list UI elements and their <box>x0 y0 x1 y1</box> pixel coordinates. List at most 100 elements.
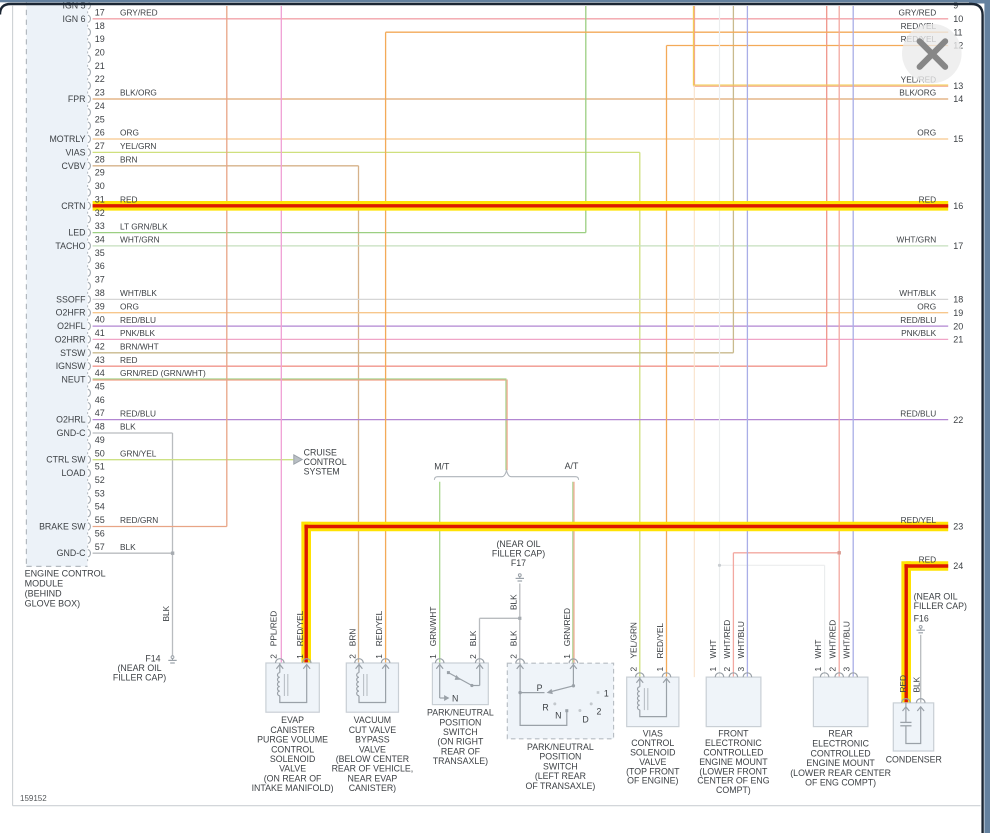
svg-text:27: 27 <box>95 141 105 151</box>
svg-text:O2HFR: O2HFR <box>56 308 86 318</box>
svg-text:M/T: M/T <box>434 462 450 472</box>
svg-text:2: 2 <box>348 654 358 659</box>
svg-text:BLK: BLK <box>120 542 136 552</box>
svg-text:2: 2 <box>596 707 601 717</box>
svg-text:1: 1 <box>295 654 305 659</box>
svg-text:N: N <box>555 711 561 721</box>
svg-text:CONDENSER: CONDENSER <box>886 755 942 765</box>
svg-text:N: N <box>452 693 458 703</box>
svg-text:RED/YEL: RED/YEL <box>655 623 665 659</box>
svg-text:1: 1 <box>562 654 572 659</box>
svg-text:RED: RED <box>919 195 937 205</box>
svg-text:(LOWER REAR CENTER: (LOWER REAR CENTER <box>790 768 891 778</box>
svg-text:42: 42 <box>95 341 105 351</box>
svg-text:RED: RED <box>120 355 138 365</box>
svg-text:GLOVE BOX): GLOVE BOX) <box>25 598 81 608</box>
svg-text:ORG: ORG <box>917 128 936 138</box>
svg-text:REAR OF: REAR OF <box>441 746 481 756</box>
svg-text:RED/YEL: RED/YEL <box>901 21 937 31</box>
svg-text:WHT: WHT <box>813 640 823 659</box>
svg-text:(NEAR OIL: (NEAR OIL <box>118 663 162 673</box>
svg-text:48: 48 <box>95 422 105 432</box>
svg-text:47: 47 <box>95 408 105 418</box>
svg-text:28: 28 <box>95 154 105 164</box>
svg-text:PARK/NEUTRAL: PARK/NEUTRAL <box>427 708 494 718</box>
svg-text:MOTRLY: MOTRLY <box>49 134 85 144</box>
svg-text:SSOFF: SSOFF <box>56 294 86 304</box>
svg-text:RED: RED <box>120 195 138 205</box>
svg-text:RED/BLU: RED/BLU <box>120 315 156 325</box>
svg-text:WHT/BLU: WHT/BLU <box>736 621 746 658</box>
svg-text:WHT/BLK: WHT/BLK <box>120 288 157 298</box>
svg-text:46: 46 <box>95 395 105 405</box>
svg-text:30: 30 <box>95 181 105 191</box>
svg-text:VALVE: VALVE <box>359 744 386 754</box>
svg-text:43: 43 <box>95 355 105 365</box>
svg-text:P: P <box>537 683 543 693</box>
svg-text:NEUT: NEUT <box>62 375 87 385</box>
svg-text:YEL/GRN: YEL/GRN <box>120 141 156 151</box>
svg-text:20: 20 <box>95 48 105 58</box>
svg-text:POSITION: POSITION <box>539 752 581 762</box>
svg-text:BRAKE SW: BRAKE SW <box>39 522 86 532</box>
svg-text:CANISTER): CANISTER) <box>349 783 396 793</box>
svg-text:23: 23 <box>95 88 105 98</box>
svg-text:ORG: ORG <box>120 128 139 138</box>
svg-text:VALVE: VALVE <box>279 764 306 774</box>
svg-text:1: 1 <box>428 654 438 659</box>
svg-text:ENGINE CONTROL: ENGINE CONTROL <box>25 569 106 579</box>
svg-text:49: 49 <box>95 435 105 445</box>
svg-text:51: 51 <box>95 462 105 472</box>
svg-text:A/T: A/T <box>565 461 579 471</box>
svg-text:24: 24 <box>95 101 105 111</box>
svg-text:OF ENGINE): OF ENGINE) <box>627 776 678 786</box>
svg-text:BRN: BRN <box>120 155 138 165</box>
svg-text:BLK/ORG: BLK/ORG <box>899 88 936 98</box>
svg-text:22: 22 <box>95 74 105 84</box>
svg-text:CANISTER: CANISTER <box>270 725 314 735</box>
svg-text:GRN/YEL: GRN/YEL <box>120 448 157 458</box>
svg-text:26: 26 <box>95 128 105 138</box>
svg-text:STSW: STSW <box>60 348 86 358</box>
svg-text:21: 21 <box>953 335 963 345</box>
svg-text:52: 52 <box>95 475 105 485</box>
svg-text:18: 18 <box>953 295 963 305</box>
svg-text:RED/BLU: RED/BLU <box>120 408 156 418</box>
svg-text:159152: 159152 <box>20 794 47 803</box>
svg-text:16: 16 <box>953 201 963 211</box>
svg-text:POSITION: POSITION <box>439 717 481 727</box>
svg-text:29: 29 <box>95 168 105 178</box>
svg-text:CVBV: CVBV <box>62 161 86 171</box>
svg-text:55: 55 <box>95 515 105 525</box>
svg-text:39: 39 <box>95 301 105 311</box>
svg-text:REAR: REAR <box>828 729 852 739</box>
svg-text:CTRL SW: CTRL SW <box>46 455 86 465</box>
svg-text:32: 32 <box>95 208 105 218</box>
svg-text:PNK/BLK: PNK/BLK <box>901 328 937 338</box>
svg-text:21: 21 <box>95 61 105 71</box>
svg-text:1: 1 <box>813 667 823 672</box>
svg-text:(TOP FRONT: (TOP FRONT <box>626 766 680 776</box>
svg-text:PPL/RED: PPL/RED <box>268 611 278 647</box>
svg-text:INTAKE MANIFOLD): INTAKE MANIFOLD) <box>252 783 334 793</box>
svg-text:WHT/BLU: WHT/BLU <box>842 621 852 658</box>
svg-text:TRANSAXLE): TRANSAXLE) <box>433 756 488 766</box>
svg-text:2: 2 <box>828 667 838 672</box>
svg-text:VACUUM: VACUUM <box>354 715 391 725</box>
svg-text:BLK: BLK <box>120 422 136 432</box>
svg-text:WHT: WHT <box>708 640 718 659</box>
svg-text:CONTROL: CONTROL <box>304 457 347 467</box>
svg-text:SYSTEM: SYSTEM <box>304 467 340 477</box>
svg-text:CONTROLLED: CONTROLLED <box>811 748 871 758</box>
svg-text:41: 41 <box>95 328 105 338</box>
svg-text:GRN/WHT: GRN/WHT <box>428 607 438 647</box>
svg-text:BRN/WHT: BRN/WHT <box>120 342 159 352</box>
svg-text:(ON REAR OF: (ON REAR OF <box>264 773 322 783</box>
svg-text:WHT/RED: WHT/RED <box>722 620 732 659</box>
svg-text:SOLENOID: SOLENOID <box>270 754 315 764</box>
svg-text:BLK/ORG: BLK/ORG <box>120 88 157 98</box>
svg-text:ORG: ORG <box>917 301 936 311</box>
svg-text:ENGINE MOUNT: ENGINE MOUNT <box>699 757 768 767</box>
svg-text:(NEAR OIL: (NEAR OIL <box>914 591 958 601</box>
svg-text:VIAS: VIAS <box>643 729 663 739</box>
